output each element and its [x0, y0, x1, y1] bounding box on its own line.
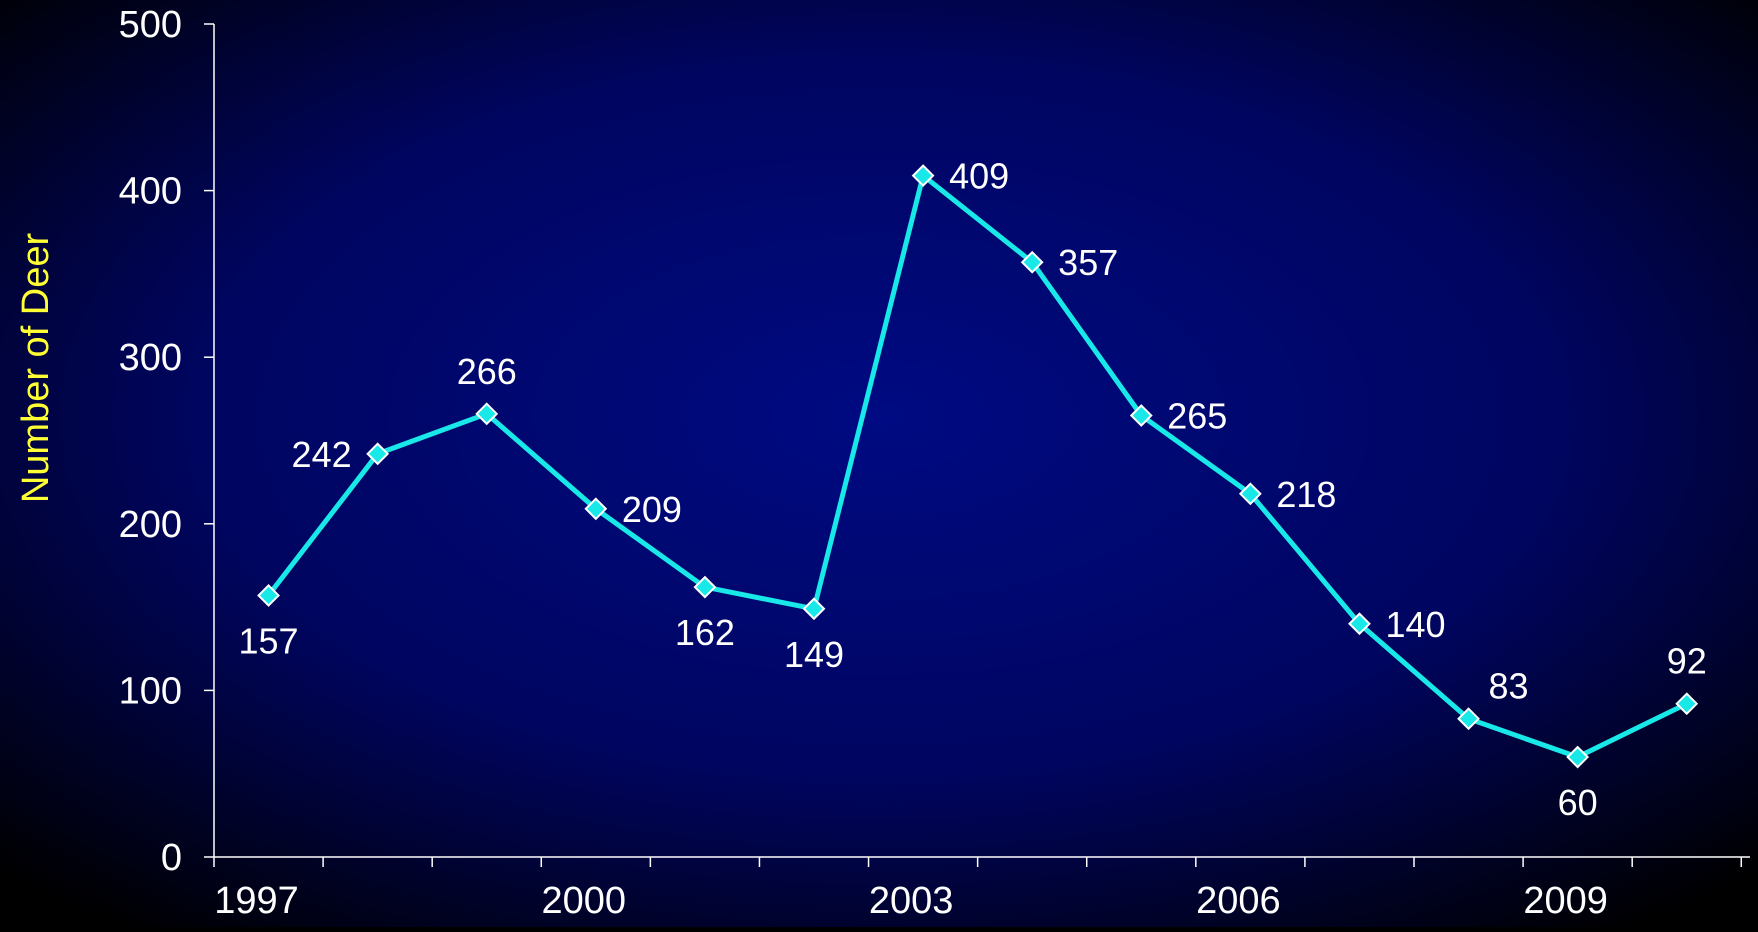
data-label: 209	[622, 489, 682, 530]
data-label: 242	[292, 434, 352, 475]
data-point-marker	[1129, 404, 1153, 427]
y-axis-label: Number of Deer	[15, 232, 57, 503]
data-point-marker	[1675, 692, 1699, 716]
data-label: 140	[1385, 604, 1445, 645]
data-point-marker	[584, 497, 608, 521]
data-labels: 157 242 266 209 162 149 409 357 265 218 140 83 60 92	[239, 156, 1707, 823]
data-point-marker	[475, 402, 499, 426]
x-tick-label: 1997	[214, 880, 299, 922]
y-tick-label: 300	[119, 337, 182, 379]
data-label: 83	[1489, 666, 1529, 707]
x-tick-label: 2003	[869, 880, 954, 922]
data-label: 92	[1667, 641, 1707, 682]
data-label: 357	[1058, 242, 1118, 283]
data-label: 157	[239, 620, 299, 661]
series-markers	[257, 164, 1699, 769]
data-point-marker	[802, 597, 826, 621]
series-deer-count	[266, 173, 1688, 760]
y-tick-label: 400	[119, 171, 182, 213]
data-label: 149	[784, 634, 844, 675]
data-point-marker	[257, 584, 280, 607]
y-tick-label: 500	[119, 4, 182, 46]
data-point-marker	[1020, 250, 1044, 274]
y-tick-label: 100	[119, 670, 182, 712]
data-label: 409	[949, 156, 1009, 197]
data-label: 60	[1558, 782, 1598, 823]
data-point-marker	[693, 575, 717, 599]
y-tick-label: 0	[161, 837, 182, 879]
data-point-marker	[1457, 707, 1480, 731]
y-tick-label: 200	[119, 504, 182, 546]
x-tick-label: 2000	[542, 880, 627, 922]
data-point-marker	[1566, 745, 1590, 769]
data-label: 266	[457, 351, 517, 392]
data-point-marker	[911, 164, 935, 188]
x-axis-ticks: 1997 2000 2003 2006 2009	[213, 857, 1743, 922]
data-label: 162	[675, 612, 735, 653]
data-label: 265	[1167, 396, 1227, 437]
x-tick-label: 2009	[1523, 880, 1608, 922]
data-label: 218	[1276, 474, 1336, 515]
y-axis-ticks: 0 100 200 300 400 500	[119, 4, 214, 879]
data-point-marker	[1238, 482, 1262, 506]
data-point-marker	[366, 442, 390, 466]
series-line	[266, 173, 1688, 760]
x-tick-label: 2006	[1196, 880, 1281, 922]
data-point-marker	[1348, 612, 1371, 636]
axes	[213, 24, 1750, 858]
